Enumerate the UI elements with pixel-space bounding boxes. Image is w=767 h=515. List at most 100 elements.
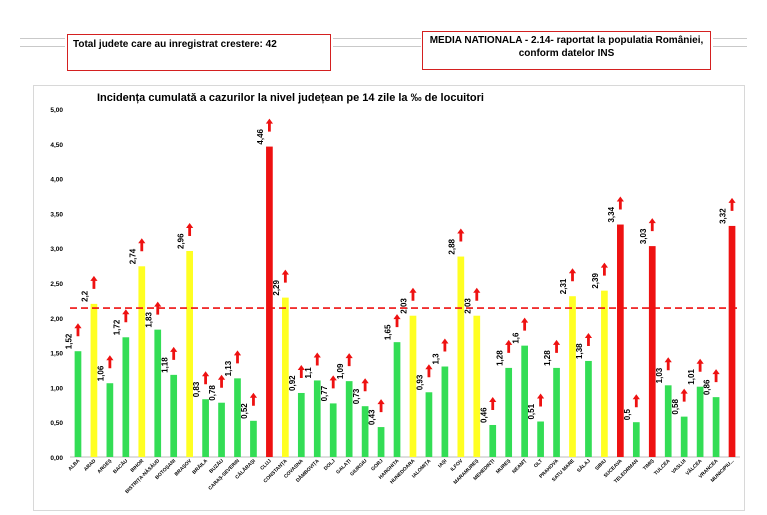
trend-arrow-up-icon (106, 355, 114, 369)
bar (361, 406, 369, 457)
y-tick-label: 2,50 (50, 281, 63, 288)
trend-arrow-up-icon (712, 369, 720, 383)
trend-arrow-up-icon (552, 339, 561, 353)
bar (648, 246, 656, 457)
bar (345, 381, 353, 457)
trend-arrow-up-icon (696, 358, 704, 372)
x-tick-label: MUREȘ (495, 458, 512, 475)
trend-arrow-up-icon (201, 371, 210, 385)
value-label: 2,03 (400, 298, 409, 314)
y-tick-label: 4,50 (50, 142, 63, 149)
bar (664, 385, 672, 457)
bar (329, 403, 337, 457)
value-label: 2,88 (447, 238, 456, 254)
value-label: 2,31 (559, 278, 568, 294)
trend-arrow-up-icon (584, 332, 593, 346)
trend-arrow-up-icon (249, 392, 258, 406)
x-tick-label: CLUJ (259, 458, 273, 472)
bar (585, 360, 592, 457)
value-label: 1,01 (687, 369, 696, 385)
x-tick-label: SIBIU (594, 458, 608, 472)
value-label: 2,29 (272, 279, 281, 295)
bar (266, 146, 273, 458)
value-label: 1,06 (97, 365, 106, 381)
bar (680, 416, 688, 457)
value-label: 0,78 (208, 385, 217, 401)
value-label: 0,93 (416, 374, 425, 390)
bar (74, 351, 82, 457)
value-label: 0,51 (527, 403, 536, 419)
background-rule (713, 46, 747, 47)
bar (505, 367, 513, 457)
trend-arrow-up-icon (457, 228, 465, 242)
value-label: 2,2 (81, 290, 90, 302)
value-label: 1,09 (336, 363, 345, 379)
value-label: 1,83 (144, 312, 153, 328)
bar (441, 366, 449, 457)
trend-arrow-up-icon (632, 394, 640, 408)
bar (409, 315, 417, 457)
value-label: 3,34 (607, 206, 616, 222)
trend-arrow-up-icon (74, 323, 82, 337)
bar (106, 383, 114, 457)
trend-arrow-up-icon (425, 364, 433, 378)
y-tick-label: 0,00 (50, 455, 63, 462)
value-label: 2,39 (591, 273, 600, 289)
x-tick-label: TULCEA (653, 458, 672, 477)
x-tick-label: GIURGIU (349, 458, 369, 478)
trend-arrow-up-icon (361, 378, 369, 392)
total-counties-box: Total judete care au inregistrat crester… (67, 34, 331, 71)
value-label: 0,86 (703, 379, 712, 395)
national-average-line2: conform datelor INS (518, 48, 615, 59)
bar (138, 266, 146, 457)
x-tick-label: NEAMȚ (511, 458, 528, 475)
bar (617, 224, 624, 457)
y-tick-label: 5,00 (50, 107, 63, 114)
trend-arrow-up-icon (600, 262, 609, 276)
x-tick-label: ALBA (67, 458, 81, 472)
trend-arrow-up-icon (233, 350, 242, 364)
trend-arrow-up-icon (489, 396, 497, 410)
bar (425, 392, 433, 457)
value-label: 0,73 (352, 388, 361, 404)
trend-arrow-up-icon (473, 287, 481, 301)
x-tick-label: OLT (533, 458, 544, 469)
value-label: 0,83 (192, 381, 201, 397)
bar (553, 367, 560, 457)
bar (170, 374, 178, 457)
bar (473, 315, 481, 457)
value-label: 1,38 (575, 343, 584, 359)
background-rule (333, 46, 421, 47)
y-tick-label: 1,50 (50, 351, 63, 358)
trend-arrow-up-icon (122, 309, 130, 323)
trend-arrow-up-icon (616, 196, 624, 210)
chart-title: Incidența cumulată a cazurilor la nivel … (97, 92, 484, 104)
value-label: 3,03 (639, 228, 648, 244)
value-label: 0,43 (368, 409, 377, 425)
y-tick-label: 2,00 (50, 316, 63, 323)
background-rule (20, 38, 65, 39)
bar (521, 345, 528, 457)
trend-arrow-up-icon (154, 301, 162, 315)
bar (234, 378, 241, 457)
y-tick-label: 3,00 (50, 246, 63, 253)
bar (696, 386, 704, 457)
trend-arrow-up-icon (521, 317, 529, 331)
total-counties-text: Total judete care au inregistrat crester… (73, 39, 277, 50)
value-label: 1,28 (495, 350, 504, 366)
value-label: 1,6 (511, 332, 520, 344)
value-label: 1,3 (432, 353, 441, 365)
x-tick-label: SĂLAJ (575, 457, 592, 474)
bar (122, 337, 130, 457)
x-tick-label: BRAȘOV (174, 458, 194, 478)
bar (250, 420, 257, 457)
value-label: 1,65 (384, 324, 393, 340)
bar (154, 329, 162, 457)
value-label: 1,03 (655, 367, 664, 383)
trend-arrow-up-icon (409, 287, 417, 301)
trend-arrow-up-icon (217, 374, 226, 388)
value-label: 0,52 (240, 403, 249, 419)
bar (393, 342, 401, 457)
x-tick-label: TIMIȘ (642, 458, 656, 472)
value-label: 2,03 (463, 298, 472, 314)
